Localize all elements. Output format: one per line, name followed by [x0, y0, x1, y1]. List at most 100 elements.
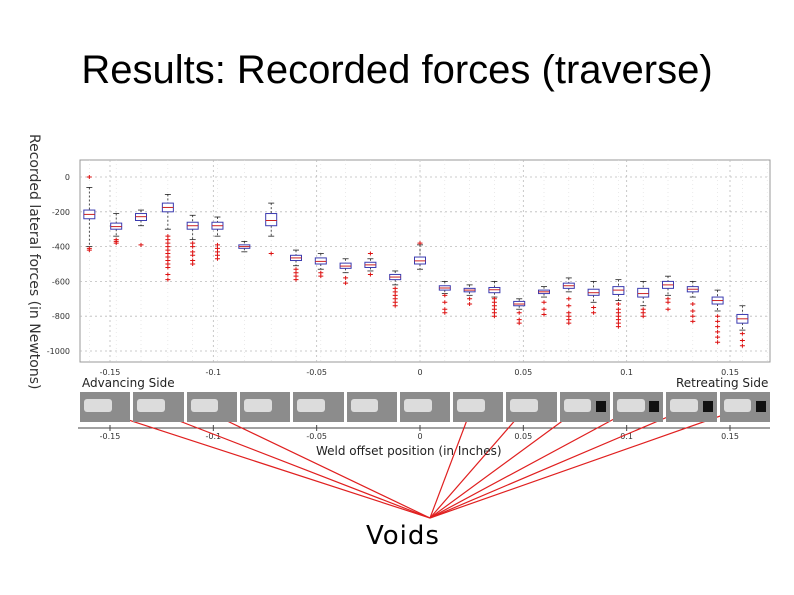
void-arrow [150, 409, 431, 519]
x-tick-label: 0 [417, 368, 422, 377]
outlier-point [190, 244, 196, 249]
outlier-point [491, 314, 497, 319]
outlier-point [165, 255, 171, 260]
outlier-point [739, 338, 745, 343]
photo-weld-region [84, 398, 112, 413]
outlier-point [190, 262, 196, 266]
cross-section-photo [293, 392, 344, 422]
cross-section-photo [186, 392, 237, 422]
slide-title: Results: Recorded forces (traverse) [81, 48, 713, 92]
outlier-point [491, 296, 497, 301]
outlier-point [615, 302, 621, 307]
cross-section-photo [346, 392, 397, 422]
photo-weld-region [723, 398, 752, 413]
cross-section-photo [666, 392, 717, 422]
outlier-point [392, 293, 398, 298]
photo-weld-region [563, 398, 592, 413]
outlier-point [640, 310, 646, 315]
x-tick-label-bottom: 0 [417, 432, 422, 441]
y-tick-label: -800 [52, 312, 70, 321]
outlier-point [516, 310, 522, 315]
outlier-point [615, 307, 621, 312]
outlier-point [214, 249, 220, 254]
outlier-point [86, 248, 92, 253]
outlier-point [566, 296, 572, 301]
outlier-point [165, 241, 171, 246]
outlier-point [165, 234, 171, 239]
x-tick-label-bottom: 0.1 [620, 432, 633, 441]
cross-section-photo [239, 392, 291, 422]
void-arrow [429, 409, 738, 519]
outlier-point [165, 237, 171, 242]
retreating-side-label: Retreating Side [676, 376, 769, 390]
outlier-point [665, 300, 671, 305]
x-axis-label: Weld offset position (in Inches) [316, 444, 502, 458]
void-arrow [203, 409, 431, 519]
cross-section-photo [506, 392, 557, 422]
outlier-point [214, 253, 220, 258]
photo-void-region [649, 401, 660, 412]
outlier-point [665, 296, 671, 301]
outlier-point [566, 314, 572, 319]
void-arrow [429, 409, 631, 519]
outlier-point [491, 307, 497, 312]
cross-section-photo [719, 392, 770, 422]
photo-void-region [755, 401, 766, 412]
outlier-point [190, 241, 196, 246]
outlier-point [541, 312, 547, 317]
outlier-point [665, 307, 671, 312]
photo-weld-region [670, 398, 699, 413]
outlier-point [392, 300, 398, 305]
outlier-point [516, 321, 522, 326]
outlier-point [138, 242, 144, 247]
photo-weld-region [137, 398, 165, 413]
x-tick-label: 0.1 [620, 368, 633, 377]
outlier-point [715, 335, 721, 340]
outlier-point [293, 267, 299, 272]
outlier-point [615, 314, 621, 319]
outlier-point [367, 272, 373, 277]
outlier-point [165, 265, 171, 270]
outlier-point [491, 310, 497, 315]
photo-weld-region [190, 398, 219, 413]
outlier-point [190, 249, 196, 254]
outlier-point [214, 242, 220, 247]
y-tick-label: -1000 [47, 347, 70, 356]
outlier-point [566, 310, 572, 315]
box [637, 287, 650, 298]
outlier-point [165, 244, 171, 249]
photo-weld-region [297, 398, 325, 413]
photo-weld-region [457, 398, 485, 413]
photo-weld-region [617, 398, 645, 413]
outlier-point [591, 310, 597, 315]
outlier-point [690, 314, 696, 319]
outlier-point [214, 256, 220, 261]
voids-annotation: Voids [366, 521, 440, 551]
x-tick-label: -0.1 [206, 368, 222, 377]
outlier-point [268, 251, 274, 256]
cross-section-photo [613, 392, 664, 422]
outlier-point [392, 286, 398, 291]
outlier-point [739, 343, 745, 348]
outlier-point [467, 302, 473, 307]
outlier-point [442, 310, 448, 315]
outlier-point [165, 248, 171, 253]
outlier-point [615, 310, 621, 315]
void-arrow [429, 409, 472, 519]
photo-weld-region [403, 398, 432, 413]
outlier-point [343, 275, 349, 280]
outlier-point [541, 307, 547, 312]
photo-weld-region [243, 398, 272, 413]
void-arrow [429, 409, 685, 519]
y-tick-label: -600 [52, 277, 70, 286]
outlier-point [293, 274, 299, 279]
outlier-point [392, 303, 398, 308]
outlier-point [113, 241, 119, 246]
outlier-point [715, 319, 721, 324]
cross-section-photo [80, 392, 131, 422]
outlier-point [690, 308, 696, 313]
outlier-point [417, 241, 423, 246]
outlier-point [615, 321, 621, 326]
void-arrow [429, 409, 578, 519]
